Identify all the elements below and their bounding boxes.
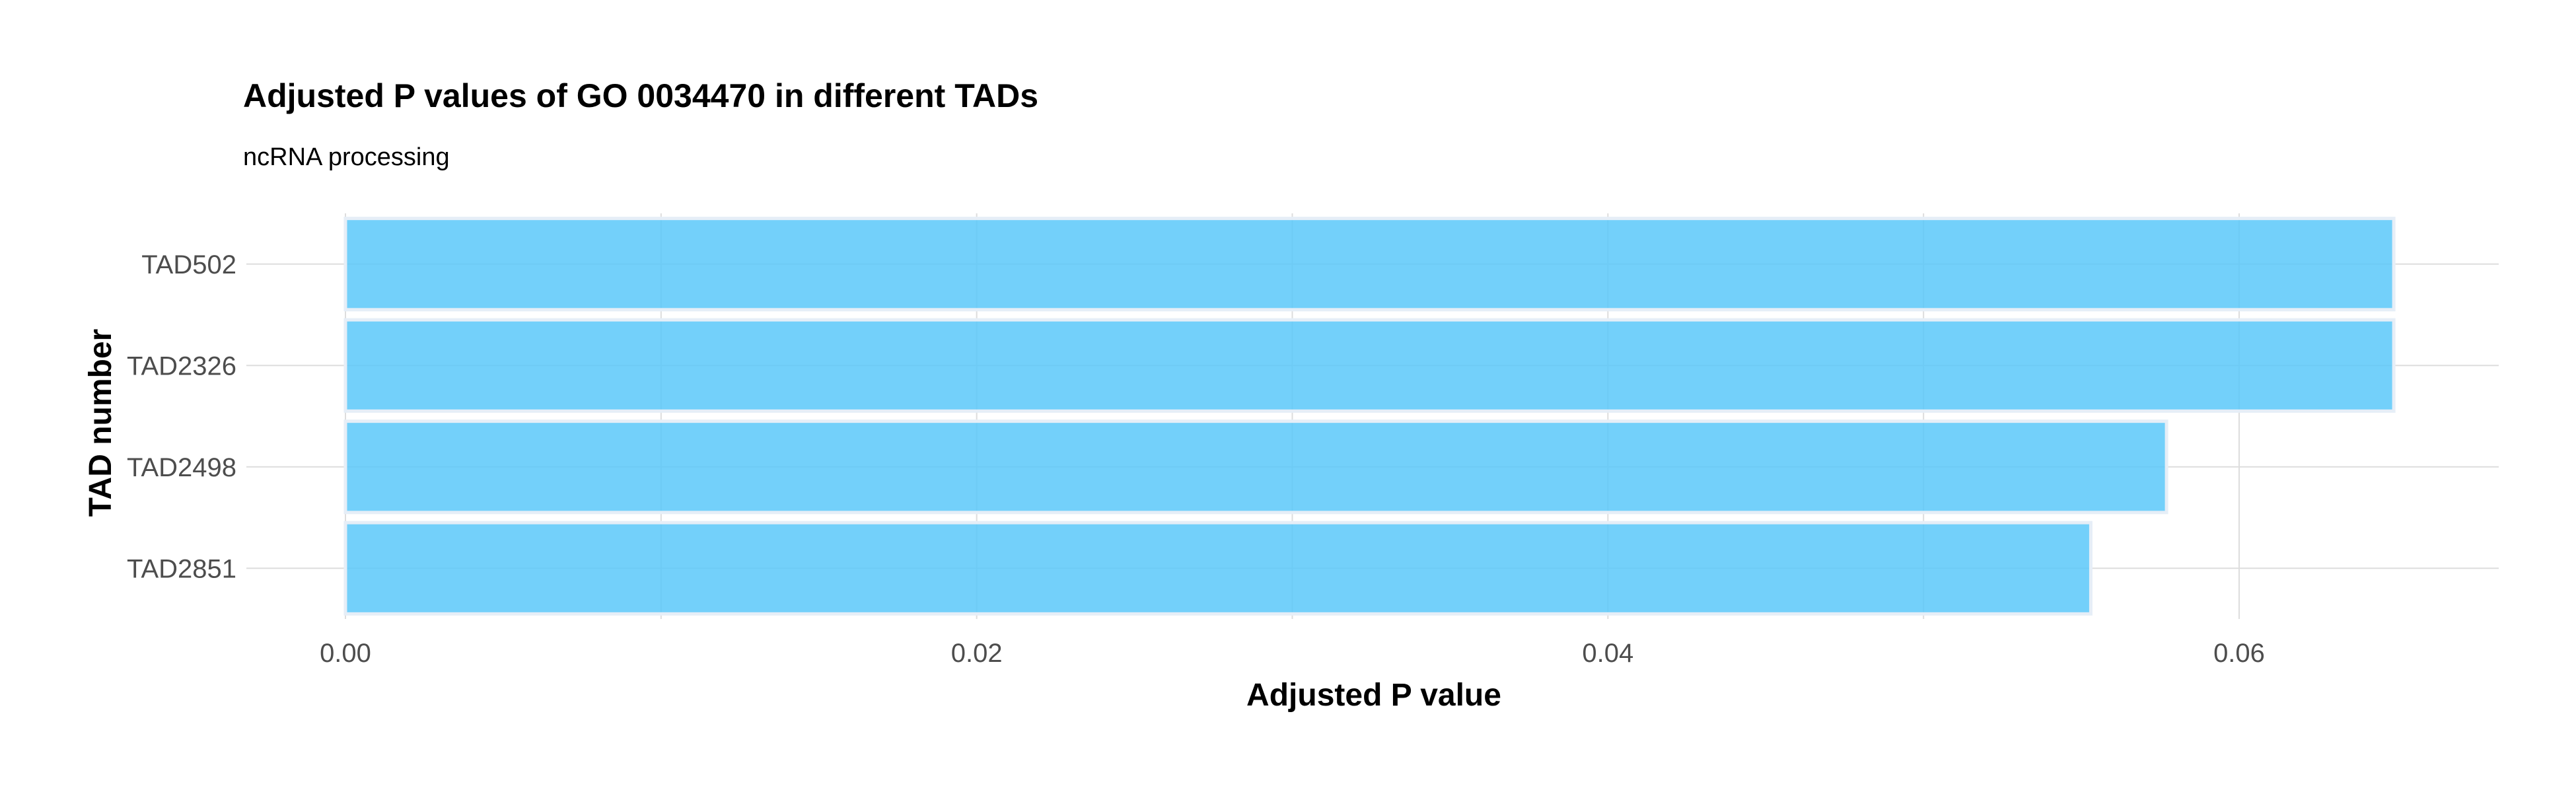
x-tick-label: 0.00 xyxy=(320,639,371,668)
x-axis-label: Adjusted P value xyxy=(1246,678,1501,713)
bar-tad2326 xyxy=(343,318,2396,413)
bar-tad2851 xyxy=(343,521,2093,616)
y-tick-label: TAD2851 xyxy=(127,554,236,583)
y-axis-label: TAD number xyxy=(83,329,118,517)
y-tick-label: TAD2326 xyxy=(127,351,236,380)
bar-tad502 xyxy=(343,217,2396,312)
x-tick-label: 0.02 xyxy=(951,639,1003,668)
chart-title: Adjusted P values of GO 0034470 in diffe… xyxy=(243,77,1038,114)
x-axis-tick-labels: 0.00 0.02 0.04 0.06 xyxy=(320,639,2265,668)
bar-tad2498 xyxy=(343,419,2168,515)
chart-subtitle: ncRNA processing xyxy=(243,143,450,171)
y-tick-label: TAD2498 xyxy=(127,453,236,482)
y-axis-tick-labels: TAD502 TAD2326 TAD2498 TAD2851 xyxy=(127,250,236,584)
x-tick-label: 0.06 xyxy=(2213,639,2265,668)
bars xyxy=(343,217,2396,616)
x-tick-label: 0.04 xyxy=(1582,639,1633,668)
y-tick-label: TAD502 xyxy=(141,250,236,279)
